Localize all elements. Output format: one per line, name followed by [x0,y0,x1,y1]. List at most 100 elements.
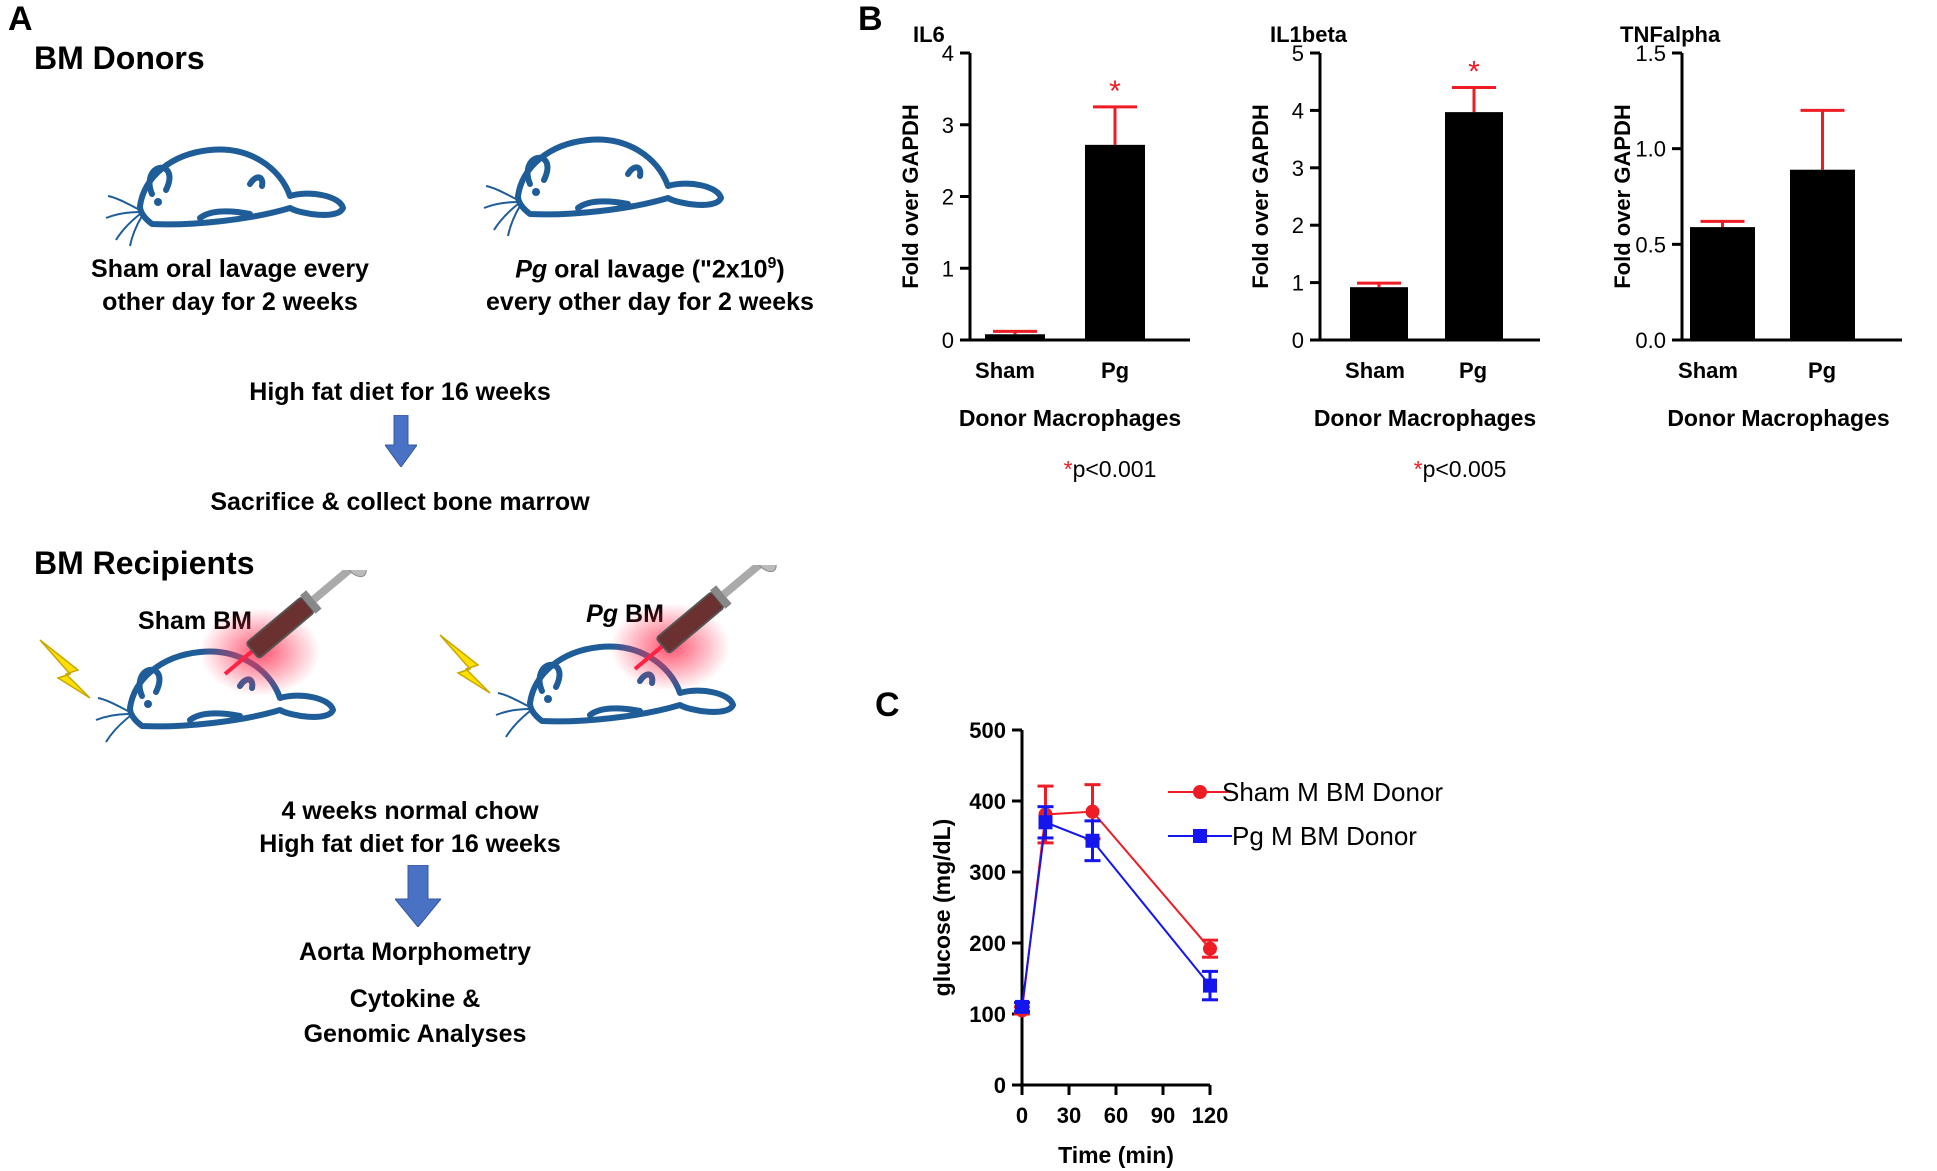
bar-chart-tnfalpha: TNFalpha 0.0 0.5 1.0 1.5 Fold over GAPDH Sham P… [1610,22,1902,431]
bar-chart-il1beta: IL1beta 0 1 2 3 4 5 Fold over GAPDH Sham Pg * Donor… [1248,22,1540,482]
il6-y-label: Fold over GAPDH [898,104,923,289]
il1beta-pvalue-star: * [1414,456,1423,482]
recipient-diet-line-2: High fat diet for 16 weeks [259,830,561,858]
bm-recipients-heading: BM Recipients [34,545,255,581]
pg-lavage-line-2: every other day for 2 weeks [486,288,814,317]
tnfalpha-category-label: Pg [1808,358,1836,383]
down-arrow-icon [385,415,417,467]
tnfalpha-y-tick-label: 1.5 [1635,41,1666,66]
tnfalpha-title: TNFalpha [1620,22,1721,47]
glucose-y-label: glucose (mg/dL) [929,819,955,997]
glucose-y-tick-label: 0 [994,1073,1006,1098]
glucose-y-tick-label: 500 [969,718,1006,743]
genomic-line: Genomic Analyses [303,1020,527,1048]
glucose-x-label: Time (min) [1058,1142,1174,1168]
recipient-diet-step: 4 weeks normal chow High fat diet for 16… [190,795,630,861]
panel-a-letter: A [8,0,33,38]
pg-legend-marker [1193,829,1207,843]
sham-recipient-illustration [39,570,367,743]
pg-recipient-illustration [439,565,777,738]
tnfalpha-y-label: Fold over GAPDH [1610,104,1635,289]
il1beta-y-tick-label: 1 [1292,271,1304,296]
glucose-x-tick-label: 120 [1192,1103,1229,1128]
il1beta-title: IL1beta [1270,22,1348,47]
il1beta-category-label: Sham [1345,358,1405,383]
il6-y-tick-label: 3 [942,113,954,138]
pg-lavage-italic: Pg [515,255,548,284]
il6-significance-star: * [1109,75,1121,108]
il1beta-bar-sham [1350,287,1408,340]
il6-y-tick-label: 2 [942,185,954,210]
sham-legend-label: Sham M BM Donor [1222,777,1443,807]
il6-bar-pg [1085,144,1145,340]
glucose-y-tick-label: 300 [969,860,1006,885]
tnfalpha-y-tick-label: 0.0 [1635,328,1666,353]
tnfalpha-y-tick-label: 0.5 [1635,232,1666,257]
pg-point [1085,833,1100,848]
hfd-donor-step: High fat diet for 16 weeks [249,378,551,406]
glucose-x-tick-label: 30 [1057,1103,1081,1128]
sham-lavage-line-1: Sham oral lavage every [91,255,369,283]
il6-category-label: Sham [975,358,1035,383]
glucose-x-tick-label: 60 [1104,1103,1128,1128]
il1beta-y-tick-label: 3 [1292,156,1304,181]
il1beta-pvalue: *p<0.005 [1414,456,1507,482]
il1beta-y-tick-label: 2 [1292,213,1304,238]
il1beta-y-tick-label: 4 [1292,98,1304,123]
il6-category-label: Pg [1101,358,1129,383]
il1beta-y-tick-label: 5 [1292,41,1304,66]
il6-pvalue-text: p<0.001 [1073,456,1157,482]
cytokine-line: Cytokine & [349,985,481,1013]
tnfalpha-bar-sham [1690,227,1755,340]
glucose-x-tick-label: 0 [1016,1103,1028,1128]
recipient-diet-line-1: 4 weeks normal chow [281,797,539,825]
il1beta-y-label: Fold over GAPDH [1248,104,1273,289]
tnfalpha-category-label: Sham [1678,358,1738,383]
il6-y-tick-label: 4 [942,41,954,66]
il6-y-tick-label: 1 [942,256,954,281]
final-analyses: Aorta Morphometry Cytokine & Genomic Ana… [215,935,615,1052]
pg-lavage-exponent: 9 [767,255,777,272]
pg-series-line [1021,820,1211,1008]
il6-title: IL6 [913,22,945,47]
sham-legend-marker [1193,785,1207,799]
il6-x-label: Donor Macrophages [959,405,1181,431]
tnfalpha-x-label: Donor Macrophages [1667,405,1889,431]
panel-b-letter: B [858,0,883,38]
pg-point [1038,815,1053,830]
tnfalpha-bar-pg [1790,169,1855,340]
pg-lavage-close: ) [776,255,785,284]
bm-donors-heading: BM Donors [34,40,205,76]
bar-chart-il6: IL6 0 1 2 3 4 Fold over GAPDH Sham Pg * Donor Macr… [898,22,1190,482]
sham-lavage-line-2: other day for 2 weeks [102,288,358,316]
il1beta-significance-star: * [1468,55,1480,88]
tnfalpha-y-tick-label: 1.0 [1635,137,1666,162]
aorta-morphometry: Aorta Morphometry [299,938,531,966]
glucose-line-chart: 0 100 200 300 400 500 0 30 60 90 120 Time (min) gluc… [929,718,1443,1168]
down-arrow-large-icon [395,865,441,927]
glucose-y-tick-label: 100 [969,1002,1006,1027]
glucose-y-tick-label: 400 [969,789,1006,814]
pg-bm-italic: Pg [586,600,619,628]
sham-lavage-caption: Sham oral lavage every other day for 2 w… [80,253,380,319]
il6-pvalue-star: * [1064,456,1073,482]
pg-legend-label: Pg M BM Donor [1232,821,1417,851]
il1beta-y-tick-label: 0 [1292,328,1304,353]
il6-y-tick-label: 0 [942,328,954,353]
il1beta-pvalue-text: p<0.005 [1423,456,1507,482]
sham-point [1203,941,1217,956]
il1beta-x-label: Donor Macrophages [1314,405,1536,431]
panel-c-letter: C [875,686,900,724]
glucose-y-tick-label: 200 [969,931,1006,956]
pg-lavage-text: oral lavage (ʺ2x10 [547,255,768,284]
il6-pvalue: *p<0.001 [1064,456,1157,482]
glucose-x-tick-label: 90 [1151,1103,1175,1128]
pg-lavage-line-1: Pg oral lavage (ʺ2x109) [470,247,830,286]
pg-point [1203,978,1217,993]
sham-point [1085,804,1100,819]
sacrifice-step: Sacrifice & collect bone marrow [210,488,590,516]
il1beta-category-label: Pg [1459,358,1487,383]
pg-point [1015,999,1029,1014]
sham-donor-mouse-illustration [105,146,346,247]
il6-bar-sham [985,334,1045,340]
